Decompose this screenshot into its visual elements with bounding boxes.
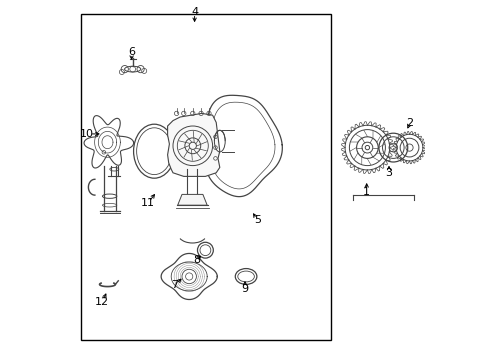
Text: 3: 3 <box>386 168 392 178</box>
Text: 1: 1 <box>363 186 370 197</box>
Text: 8: 8 <box>193 255 200 265</box>
Text: 5: 5 <box>254 215 261 225</box>
Bar <box>81 14 331 340</box>
Text: 12: 12 <box>95 297 109 307</box>
Text: 4: 4 <box>191 6 198 17</box>
Text: 11: 11 <box>141 198 155 208</box>
Text: 7: 7 <box>171 280 178 290</box>
Text: 9: 9 <box>242 284 248 294</box>
Text: 10: 10 <box>80 129 94 139</box>
Polygon shape <box>168 113 220 176</box>
Text: 2: 2 <box>406 118 414 128</box>
Text: 6: 6 <box>128 47 135 57</box>
Polygon shape <box>178 194 207 205</box>
